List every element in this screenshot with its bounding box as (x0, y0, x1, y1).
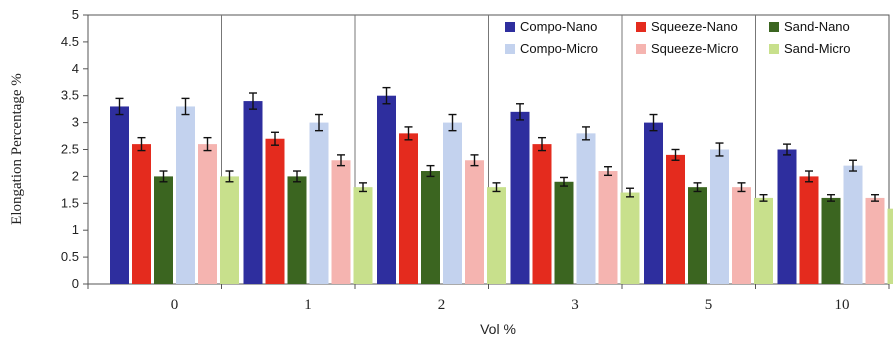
bar (399, 133, 418, 284)
y-tick-label: 2.5 (61, 142, 79, 157)
y-tick-label: 2 (72, 168, 79, 183)
bar (377, 95, 396, 284)
bar (220, 176, 239, 284)
y-axis-label: Elongation Percentage % (9, 73, 25, 225)
bar (176, 106, 195, 285)
bar (598, 171, 618, 284)
y-tick-label: 3.5 (61, 88, 79, 103)
legend-entry: Compo-Micro (520, 41, 598, 56)
bar (309, 122, 329, 284)
bar (421, 171, 440, 284)
bar (532, 144, 552, 284)
bar (487, 187, 506, 284)
legend-swatch (505, 44, 515, 54)
bar (821, 197, 841, 284)
plot-area: 0 0.5 1 1.5 2 2.5 3 3.5 4 4.5 5 0 1 2 3 5 10 Compo-Nano Sq… (61, 7, 893, 313)
bar (620, 192, 640, 284)
legend-entry: Sand-Micro (784, 41, 850, 56)
legend-entry: Squeeze-Micro (651, 41, 738, 56)
bar (710, 149, 729, 284)
x-tick-label: 2 (438, 297, 446, 313)
bar (243, 101, 263, 284)
y-tick-label: 0.5 (61, 249, 79, 264)
legend-swatch (505, 22, 515, 32)
x-tick-label: 1 (304, 297, 312, 313)
bar (265, 138, 285, 284)
legend-swatch (769, 22, 779, 32)
bar (576, 133, 596, 284)
y-tick-label: 5 (72, 7, 79, 22)
x-tick-label: 10 (835, 297, 850, 313)
x-axis-label: Vol % (480, 321, 516, 337)
bar (554, 181, 574, 284)
y-tick-label: 3 (72, 115, 79, 130)
bar (198, 144, 217, 284)
bar (666, 154, 685, 284)
y-tick-label: 1 (72, 222, 79, 237)
y-tick-label: 4 (72, 61, 79, 76)
legend-swatch (636, 44, 646, 54)
legend-entry: Sand-Nano (784, 19, 850, 34)
bar (688, 187, 707, 284)
bar (777, 149, 797, 284)
legend-swatch (769, 44, 779, 54)
bar (132, 144, 151, 284)
x-tick-label: 5 (705, 297, 713, 313)
bar (287, 176, 307, 284)
bar (732, 187, 751, 284)
legend-entry: Squeeze-Nano (651, 19, 738, 34)
bar (799, 176, 819, 284)
bar (843, 165, 863, 284)
legend-entry: Compo-Nano (520, 19, 597, 34)
bar (754, 197, 773, 284)
y-tick-label: 1.5 (61, 195, 79, 210)
bar (331, 160, 351, 284)
bar (443, 122, 462, 284)
bar (353, 187, 373, 284)
y-tick-label: 0 (72, 276, 79, 291)
y-tick-label: 4.5 (61, 34, 79, 49)
bar (110, 106, 129, 285)
x-tick-label: 3 (571, 297, 579, 313)
legend-swatch (636, 22, 646, 32)
bar (154, 176, 173, 284)
bar (865, 197, 885, 284)
bar (510, 111, 530, 284)
bar (644, 122, 663, 284)
bar (465, 160, 484, 284)
x-tick-label: 0 (171, 297, 179, 313)
bar (887, 208, 893, 284)
